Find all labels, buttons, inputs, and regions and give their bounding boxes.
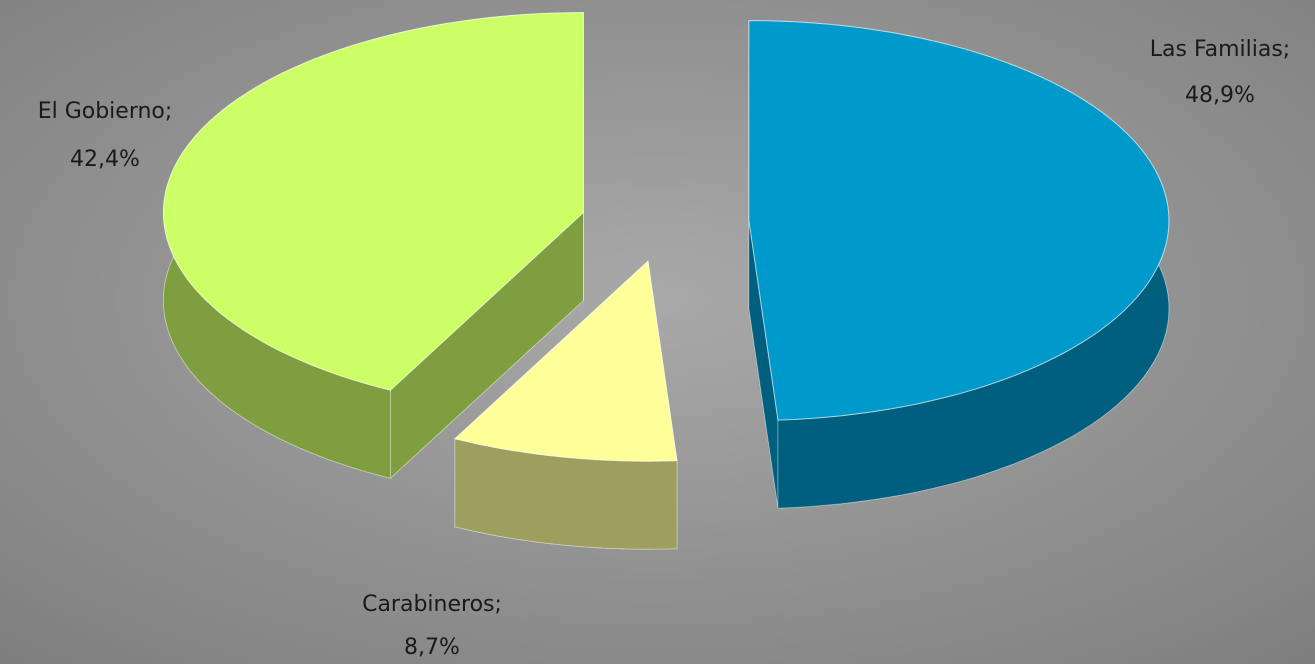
data-label-value: 48,9%: [1185, 83, 1255, 108]
data-label-category: El Gobierno;: [38, 99, 173, 124]
page: Las Familias; 48,9% Carabineros; 8,7% El Gob…: [0, 0, 1315, 664]
data-label-category: Carabineros;: [362, 592, 502, 617]
data-label-value: 42,4%: [70, 147, 140, 172]
chart: Las Familias; 48,9% Carabineros; 8,7% El Gob…: [0, 0, 1315, 664]
data-label-category: Las Familias;: [1150, 37, 1290, 62]
data-label-value: 8,7%: [404, 635, 460, 660]
